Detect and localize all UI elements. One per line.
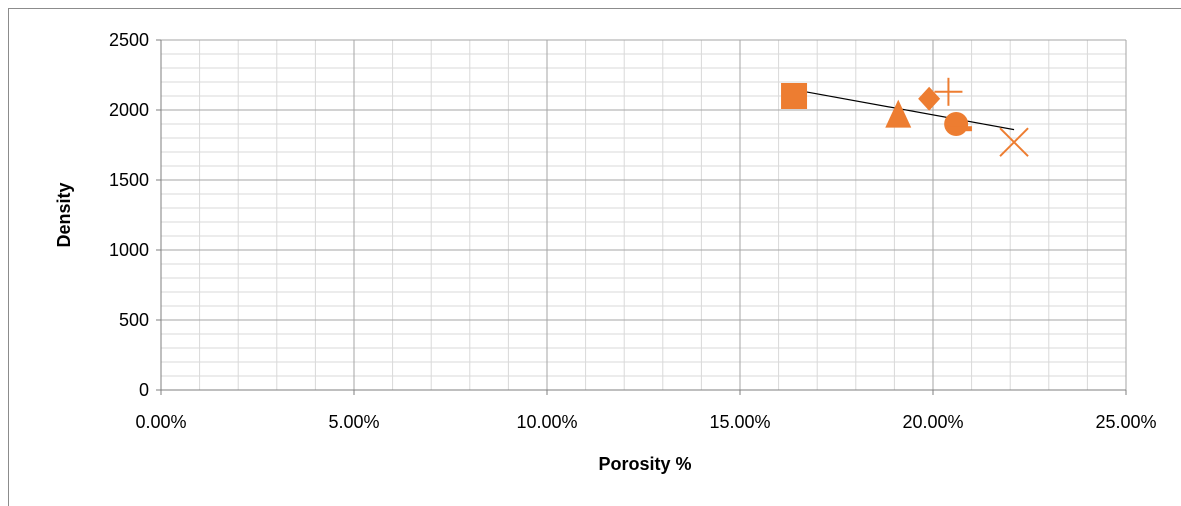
trendline-layer <box>793 89 1015 131</box>
data-points <box>781 77 1029 157</box>
x-axis-title: Porosity % <box>598 454 691 474</box>
y-tick-label: 2500 <box>109 30 149 50</box>
trendline <box>793 89 1015 131</box>
major-gridlines <box>160 39 1127 391</box>
x-tick-label: 20.00% <box>902 412 963 432</box>
y-tick-label: 500 <box>119 310 149 330</box>
data-point-dash <box>948 126 973 132</box>
data-point-diamond <box>918 86 941 111</box>
data-point-plus <box>934 77 963 106</box>
axes <box>156 39 1127 395</box>
data-point-triangle <box>885 99 912 128</box>
y-axis-title: Density <box>54 182 74 247</box>
minor-gridlines <box>160 39 1127 391</box>
y-tick-label: 0 <box>139 380 149 400</box>
data-point-square <box>781 83 808 109</box>
tick-labels: 0.00% 5.00% 10.00% 15.00% 20.00% 25.00% 0 500 10… <box>109 30 1157 432</box>
x-tick-label: 0.00% <box>135 412 186 432</box>
chart-frame <box>8 8 1181 506</box>
x-tick-label: 5.00% <box>328 412 379 432</box>
data-point-x <box>999 127 1029 157</box>
x-marker-b <box>999 127 1029 157</box>
y-tick-label: 1000 <box>109 240 149 260</box>
x-tick-label: 15.00% <box>709 412 770 432</box>
x-tick-label: 25.00% <box>1095 412 1156 432</box>
y-tick-label: 1500 <box>109 170 149 190</box>
y-tick-label: 2000 <box>109 100 149 120</box>
data-point-circle <box>944 112 969 136</box>
x-tick-label: 10.00% <box>516 412 577 432</box>
